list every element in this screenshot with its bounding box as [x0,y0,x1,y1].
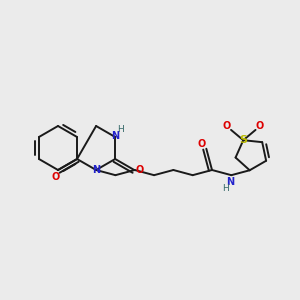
Text: N: N [92,165,100,175]
Text: O: O [52,172,60,182]
Text: S: S [239,135,247,145]
Text: O: O [255,121,264,131]
Text: H: H [222,184,229,193]
Text: O: O [197,139,206,149]
Text: N: N [226,177,234,187]
Text: H: H [117,125,124,134]
Text: O: O [223,121,231,131]
Text: O: O [135,165,143,175]
Text: N: N [111,131,119,141]
